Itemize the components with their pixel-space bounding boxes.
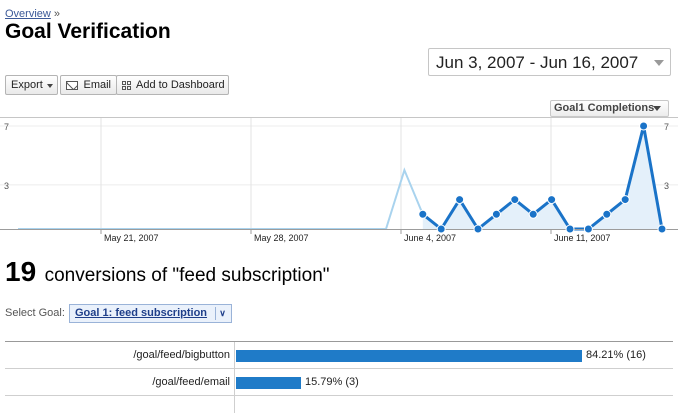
date-range-dropdown-icon [654, 60, 664, 66]
export-label: Export [11, 79, 43, 91]
data-point [455, 195, 465, 205]
data-point [510, 195, 520, 205]
add-to-dashboard-button[interactable]: Add to Dashboard [116, 75, 229, 95]
data-point [583, 224, 593, 234]
goal-completions-chart: 7 7 3 3 May 21, 2007 May 28, 2007 June 4, 2007… [0, 117, 678, 243]
data-point [473, 224, 483, 234]
goal-path-table: /goal/feed/bigbutton 84.21% (16) /goal/f… [5, 341, 673, 413]
select-goal-label: Select Goal: [5, 307, 65, 319]
y-tick-label-left: 3 [4, 181, 9, 191]
data-point [565, 224, 575, 234]
goal-share-bar [236, 350, 582, 362]
data-point [639, 121, 649, 131]
breadcrumb-overview-link[interactable]: Overview [5, 8, 51, 20]
metric-selector[interactable]: Goal1 Completions [550, 100, 669, 117]
table-row: /goal/feed/email 15.79% (3) [5, 370, 673, 396]
data-point [418, 209, 428, 219]
email-label: Email [83, 79, 111, 91]
goal-select-value: Goal 1: feed subscription [75, 307, 208, 319]
data-point [436, 224, 446, 234]
dashboard-icon [122, 80, 131, 90]
goal-share-value: 15.79% (3) [305, 376, 359, 388]
y-tick-label-right: 7 [664, 122, 669, 132]
x-tick-label: May 28, 2007 [254, 233, 309, 243]
y-tick-label-right: 3 [664, 181, 669, 191]
envelope-icon [66, 80, 79, 90]
data-point [528, 209, 538, 219]
chevron-down-icon [46, 83, 53, 88]
x-tick-label: June 4, 2007 [404, 233, 456, 243]
data-point [491, 209, 501, 219]
goal-select[interactable]: Goal 1: feed subscription ∨ [69, 304, 232, 323]
data-point [602, 209, 612, 219]
conversions-count: 19 [5, 256, 37, 287]
y-tick-label-left: 7 [4, 122, 9, 132]
breadcrumb-separator: » [53, 8, 61, 20]
table-divider [234, 342, 235, 413]
date-range-text: Jun 3, 2007 - Jun 16, 2007 [436, 53, 639, 72]
metric-selector-label: Goal1 Completions [554, 102, 655, 114]
conversions-summary: 19 conversions of "feed subscription" [5, 256, 330, 288]
goal-share-value: 84.21% (16) [586, 349, 646, 361]
x-tick-label: June 11, 2007 [554, 233, 610, 243]
page-title: Goal Verification [5, 20, 171, 43]
data-point [620, 195, 630, 205]
series-line-faded [18, 167, 424, 230]
data-point [657, 224, 667, 234]
table-row: /goal/feed/bigbutton 84.21% (16) [5, 343, 673, 369]
date-range-picker[interactable]: Jun 3, 2007 - Jun 16, 2007 [428, 48, 671, 76]
chevron-down-icon: ∨ [215, 307, 229, 320]
x-tick-label: May 21, 2007 [104, 233, 159, 243]
series-area [422, 126, 662, 229]
breadcrumb: Overview » [5, 8, 60, 20]
conversions-text: conversions of "feed subscription" [44, 265, 330, 286]
email-button[interactable]: Email [60, 75, 117, 95]
chevron-down-icon [653, 106, 661, 111]
goal-share-bar [236, 377, 301, 389]
add-to-dashboard-label: Add to Dashboard [136, 79, 225, 91]
export-button[interactable]: Export [5, 75, 58, 95]
goal-path-label: /goal/feed/bigbutton [133, 349, 230, 361]
data-point [547, 195, 557, 205]
goal-path-label: /goal/feed/email [152, 376, 230, 388]
